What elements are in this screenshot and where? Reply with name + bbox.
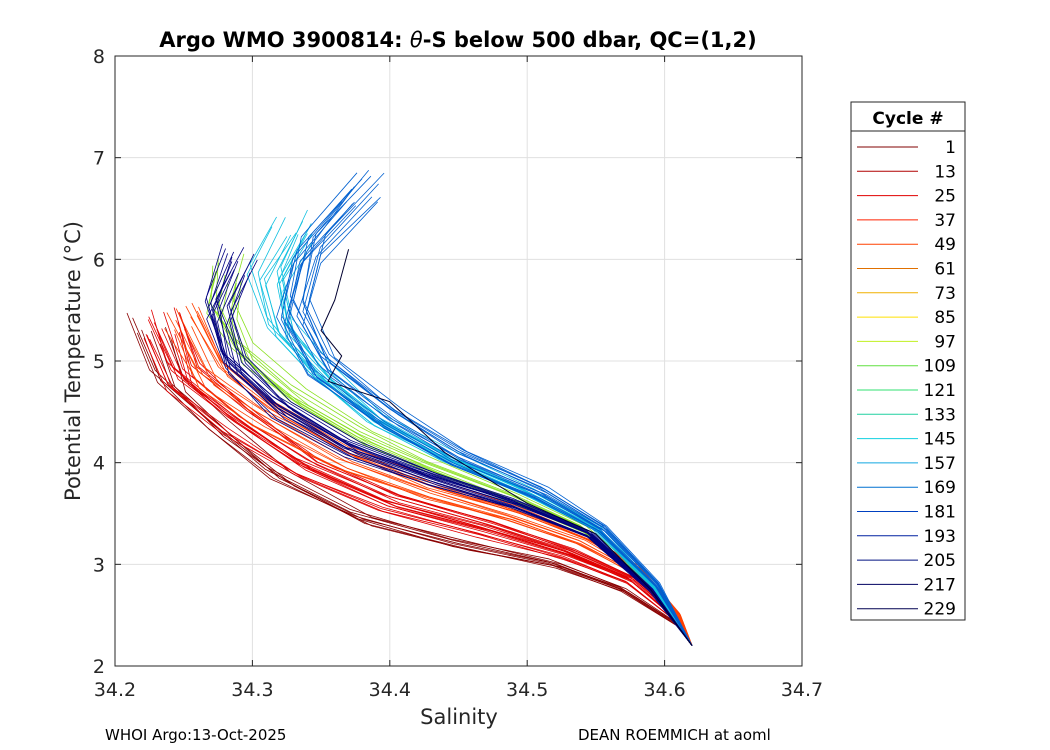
outlier-profile-line bbox=[320, 249, 693, 646]
legend-entry-label: 145 bbox=[924, 430, 956, 450]
profile-line bbox=[230, 259, 693, 646]
legend-entry-label: 97 bbox=[934, 332, 956, 352]
legend-entry-label: 109 bbox=[924, 357, 956, 377]
chart-title: Argo WMO 3900814: θ-S below 500 dbar, QC… bbox=[159, 28, 756, 52]
y-axis-ticks: 2 3 4 5 6 7 8 bbox=[93, 46, 802, 678]
legend-entry-label: 193 bbox=[924, 527, 956, 547]
y-tick-label: 3 bbox=[93, 554, 105, 576]
y-tick-label: 6 bbox=[93, 249, 105, 271]
legend-entry-label: 49 bbox=[934, 235, 956, 255]
legend-entry-label: 157 bbox=[924, 454, 956, 474]
profile-line bbox=[206, 271, 693, 646]
profile-line bbox=[211, 269, 693, 646]
profile-line bbox=[146, 334, 693, 646]
x-tick-label: 34.5 bbox=[506, 679, 548, 701]
y-axis-label: Potential Temperature (°C) bbox=[61, 221, 85, 501]
profile-line bbox=[161, 328, 693, 646]
legend-entry-label: 121 bbox=[924, 381, 956, 401]
y-tick-label: 7 bbox=[93, 148, 105, 170]
x-axis-label: Salinity bbox=[420, 705, 498, 729]
x-tick-label: 34.2 bbox=[94, 679, 136, 701]
profile-line bbox=[281, 188, 693, 646]
legend-entry-label: 61 bbox=[934, 260, 956, 280]
y-tick-label: 8 bbox=[93, 46, 105, 68]
legend-entry-label: 181 bbox=[924, 503, 956, 523]
legend-entry-label: 229 bbox=[924, 600, 956, 620]
profile-line bbox=[287, 186, 693, 646]
legend-entry-label: 25 bbox=[934, 187, 956, 207]
legend-entry-label: 217 bbox=[924, 575, 956, 595]
legend-entry-label: 205 bbox=[924, 551, 956, 571]
profile-line bbox=[226, 260, 693, 646]
profile-line bbox=[215, 247, 693, 646]
legend-entry-label: 85 bbox=[934, 308, 956, 328]
grid-lines bbox=[114, 55, 803, 667]
x-axis-ticks: 34.2 34.3 34.4 34.5 34.6 34.7 bbox=[94, 56, 823, 701]
profile-line bbox=[205, 248, 693, 646]
x-tick-label: 34.3 bbox=[231, 679, 273, 701]
x-tick-label: 34.6 bbox=[643, 679, 685, 701]
profile-line bbox=[225, 275, 693, 646]
legend-entry-label: 73 bbox=[934, 284, 956, 304]
y-tick-label: 5 bbox=[93, 351, 105, 373]
legend-entry-label: 169 bbox=[924, 478, 956, 498]
plot-area bbox=[126, 169, 693, 646]
x-tick-label: 34.7 bbox=[781, 679, 823, 701]
legend-entry-label: 37 bbox=[934, 211, 956, 231]
legend-title: Cycle # bbox=[872, 109, 943, 129]
legend-entry-label: 1 bbox=[945, 138, 956, 158]
profile-line bbox=[249, 216, 693, 646]
x-tick-label: 34.4 bbox=[369, 679, 411, 701]
footer-author: DEAN ROEMMICH at aoml bbox=[578, 726, 771, 744]
profile-line bbox=[174, 333, 693, 646]
profile-line bbox=[276, 201, 693, 646]
legend-entry-label: 13 bbox=[934, 162, 956, 182]
y-tick-label: 4 bbox=[93, 453, 105, 475]
legend: Cycle # 1 13 25 37 49 61 73 85 97 109 121 133 145 157… bbox=[850, 101, 966, 621]
footer-source-date: WHOI Argo:13-Oct-2025 bbox=[105, 726, 287, 744]
legend-entries: 1 13 25 37 49 61 73 85 97 109 121 133 145 157 169 181 19… bbox=[857, 138, 956, 620]
profile-line bbox=[246, 226, 693, 646]
profile-line bbox=[302, 175, 693, 646]
legend-entry-label: 133 bbox=[924, 405, 956, 425]
profile-line bbox=[306, 197, 693, 646]
y-tick-label: 2 bbox=[93, 656, 105, 678]
legend-box bbox=[850, 101, 966, 621]
